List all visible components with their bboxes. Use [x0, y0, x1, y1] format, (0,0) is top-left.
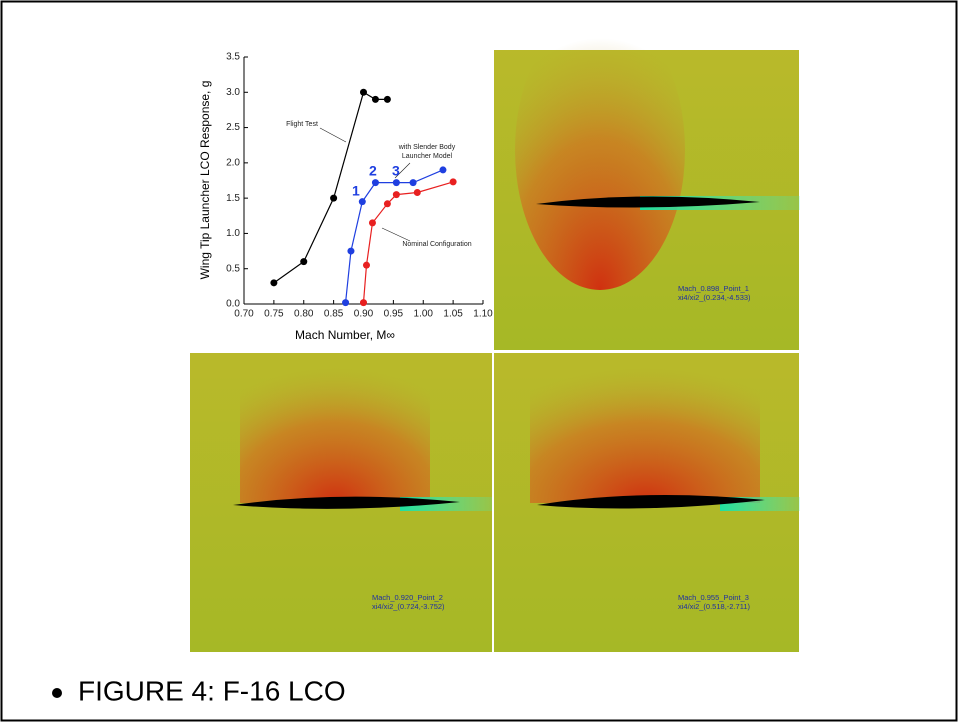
panel-xi: xi4/xi2_(0.518,-2.711): [678, 602, 750, 611]
data-point: [347, 247, 355, 255]
x-tick-label: 0.75: [264, 309, 284, 320]
data-point: [409, 179, 417, 187]
x-tick-label: 0.70: [234, 309, 254, 320]
annotation: Flight Test: [286, 121, 318, 128]
data-point: [362, 261, 370, 269]
y-tick-label: 3.5: [226, 52, 240, 63]
y-tick-label: 0.5: [226, 263, 240, 274]
data-point: [358, 198, 366, 206]
x-tick-label: 1.00: [414, 309, 434, 320]
data-point: [383, 95, 391, 103]
leader-line: [381, 227, 411, 242]
point-label: 3: [392, 163, 400, 179]
panel-mach: Mach_0.955_Point_3: [678, 593, 749, 602]
caption: FIGURE 4: F-16 LCO: [78, 675, 346, 706]
y-tick-label: 2.0: [226, 157, 240, 168]
y-tick-label: 1.0: [226, 228, 240, 239]
point-label: 1: [352, 183, 360, 199]
point-label: 2: [369, 163, 377, 179]
data-point: [330, 194, 338, 202]
bullet: [52, 688, 62, 698]
x-tick-label: 0.95: [384, 309, 404, 320]
data-point: [449, 178, 457, 186]
data-point: [371, 179, 379, 187]
data-point: [270, 279, 278, 287]
leader-line: [394, 162, 411, 179]
data-point: [383, 200, 391, 208]
data-point: [371, 95, 379, 103]
data-point: [360, 88, 367, 96]
data-point: [392, 179, 400, 187]
data-point: [300, 258, 308, 266]
annotation: with Slender Body Launcher Model: [398, 144, 456, 160]
x-tick-label: 1.05: [443, 309, 463, 320]
data-point: [342, 299, 350, 307]
x-tick-label: 0.80: [294, 309, 314, 320]
annotation: Nominal Configuration: [402, 241, 471, 248]
leader-line: [319, 127, 347, 143]
x-tick-label: 0.90: [354, 309, 374, 320]
data-point: [360, 299, 367, 307]
panel-mach: Mach_0.920_Point_2: [372, 593, 443, 602]
cfd-panel: [190, 353, 492, 652]
x-tick-label: 0.85: [324, 309, 344, 320]
cfd-panel: [494, 353, 800, 652]
panel-xi: xi4/xi2_(0.234,-4.533): [678, 293, 751, 302]
y-tick-label: 0.0: [226, 299, 240, 310]
data-point: [368, 219, 376, 227]
y-tick-label: 2.5: [226, 122, 240, 133]
data-point: [413, 188, 421, 196]
cfd-panel: [494, 10, 800, 350]
x-tick-label: 1.10: [473, 309, 493, 320]
x-axis-label: Mach Number, M∞: [295, 328, 395, 342]
panel-xi: xi4/xi2_(0.724,-3.752): [372, 602, 445, 611]
data-point: [392, 191, 400, 199]
data-point: [439, 166, 447, 174]
panel-mach: Mach_0.898_Point_1: [678, 284, 749, 293]
y-tick-label: 1.5: [226, 193, 240, 204]
y-axis-label: Wing Tip Launcher LCO Response, g: [198, 81, 212, 280]
y-tick-label: 3.0: [226, 87, 240, 98]
